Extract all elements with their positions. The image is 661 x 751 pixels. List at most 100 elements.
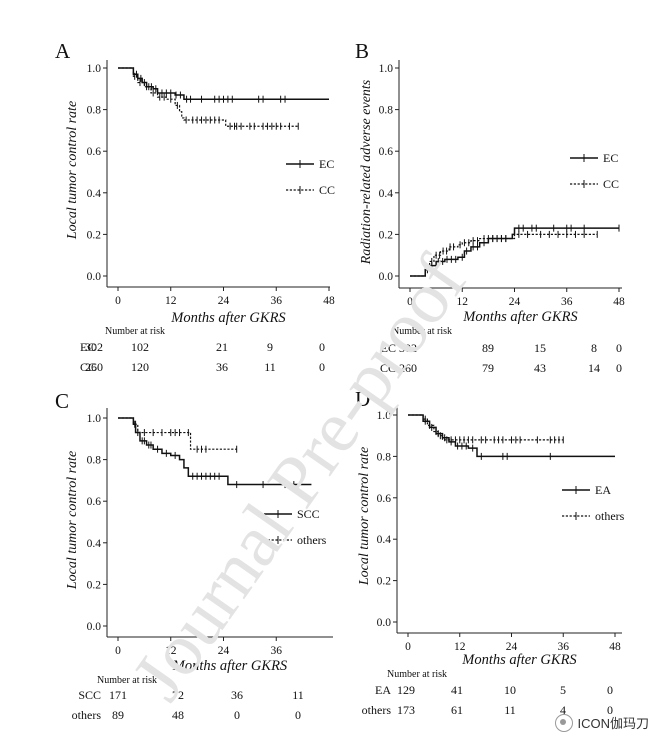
logo-text: ICON伽玛刀 [577, 716, 649, 731]
x-tick-label: 36 [271, 645, 283, 657]
series-line-ec [410, 227, 619, 277]
y-tick-label: 0.8 [379, 105, 394, 117]
risk-value: 0 [295, 708, 301, 722]
risk-value: 102 [131, 340, 149, 354]
y-tick-label: 0.2 [377, 576, 392, 588]
y-tick-label: 0.4 [377, 534, 392, 546]
y-tick-label: 0.6 [87, 146, 102, 158]
risk-row-label: others [362, 703, 392, 717]
risk-value: 11 [264, 360, 276, 374]
y-axis-label: Local tumor control rate [65, 451, 80, 590]
legend-label: EC [603, 151, 618, 165]
x-tick-label: 36 [561, 296, 573, 308]
series-line-ea [408, 414, 615, 458]
y-tick-label: 0.8 [377, 451, 392, 463]
risk-value: 21 [216, 340, 228, 354]
risk-table-title: Number at risk [392, 326, 452, 337]
risk-value: 0 [234, 708, 240, 722]
y-tick-label: 1.0 [87, 413, 102, 425]
y-tick-label: 0.8 [87, 455, 102, 467]
series-line-ec [118, 67, 329, 100]
y-tick-label: 0.2 [87, 229, 102, 241]
risk-value: 120 [131, 360, 149, 374]
risk-row-label: others [72, 708, 102, 722]
x-tick-label: 24 [506, 641, 518, 653]
y-tick-label: 0.6 [87, 496, 102, 508]
risk-value: 0 [616, 361, 622, 375]
risk-value: 302 [85, 340, 103, 354]
y-tick-label: 1.0 [87, 63, 102, 75]
x-tick-label: 12 [165, 295, 177, 307]
x-axis-label: Months after GKRS [461, 652, 577, 668]
panel-letter: B [355, 39, 369, 63]
risk-row-label: EA [375, 683, 391, 697]
risk-value: 72 [172, 688, 184, 702]
series-line-cc [118, 67, 299, 127]
risk-value: 0 [319, 360, 325, 374]
risk-value: 10 [504, 683, 516, 697]
risk-value: 4 [560, 703, 566, 717]
x-tick-label: 12 [454, 641, 466, 653]
risk-row-label: SCC [78, 688, 101, 702]
logo: ICON伽玛刀 [555, 713, 649, 732]
risk-value: 41 [451, 683, 463, 697]
y-tick-label: 0.2 [87, 579, 102, 591]
legend-label: SCC [297, 507, 320, 521]
y-tick-label: 0.0 [377, 617, 392, 629]
x-tick-label: 24 [509, 296, 521, 308]
x-tick-label: 48 [323, 295, 335, 307]
x-tick-label: 0 [115, 295, 121, 307]
risk-value: 61 [451, 703, 463, 717]
panel-b: B 0.0 0.2 0.4 0.6 0.8 1.0 0 12 24 36 48 Radiation-re… [355, 39, 625, 375]
legend-label: others [297, 533, 327, 547]
series-line-cc [410, 233, 598, 277]
x-tick-label: 0 [405, 641, 411, 653]
legend-label: EC [319, 157, 334, 171]
x-tick-label: 12 [165, 645, 177, 657]
y-tick-label: 0.0 [379, 271, 394, 283]
risk-value: 5 [560, 683, 566, 697]
y-axis-label: Local tumor control rate [65, 101, 80, 240]
y-tick-label: 0.0 [87, 271, 102, 283]
series-line-others [118, 417, 237, 450]
risk-value: 89 [112, 708, 124, 722]
panel-a: A 0.0 0.2 0.4 0.6 0.8 1.0 0 12 24 36 48 Local tumor … [55, 39, 335, 374]
x-tick-label: 24 [218, 295, 230, 307]
y-tick-label: 0.4 [87, 188, 102, 200]
risk-row-label: EC [381, 341, 396, 355]
risk-value: 0 [607, 703, 613, 717]
x-tick-label: 0 [115, 645, 121, 657]
risk-row-label: CC [380, 361, 396, 375]
risk-value: 48 [172, 708, 184, 722]
risk-value: 8 [591, 341, 597, 355]
panel-letter: D [355, 387, 370, 411]
y-tick-label: 1.0 [379, 63, 394, 75]
y-axis-label: Radiation-related adverse events [359, 79, 374, 265]
x-tick-label: 24 [218, 645, 230, 657]
panel-c: C 0.0 0.2 0.4 0.6 0.8 1.0 0 12 24 36 Local tumor co… [55, 389, 333, 722]
risk-row-label: EC [80, 340, 95, 354]
panel-letter: A [55, 39, 71, 63]
x-tick-label: 0 [407, 296, 413, 308]
risk-row-label: CC [80, 360, 96, 374]
risk-value: 36 [216, 360, 228, 374]
panel-letter: C [55, 389, 69, 413]
x-axis-label: Months after GKRS [172, 658, 288, 674]
risk-value: 171 [109, 688, 127, 702]
legend-label: others [595, 509, 625, 523]
y-tick-label: 0.4 [87, 538, 102, 550]
x-axis-label: Months after GKRS [170, 310, 286, 326]
y-tick-label: 0.8 [87, 105, 102, 117]
risk-value: 9 [267, 340, 273, 354]
x-tick-label: 48 [613, 296, 625, 308]
wechat-icon [555, 713, 574, 732]
risk-table-title: Number at risk [387, 669, 447, 680]
risk-value: 260 [399, 361, 417, 375]
risk-value: 89 [482, 341, 494, 355]
y-tick-label: 0.6 [379, 146, 394, 158]
legend-label: CC [603, 177, 619, 191]
risk-table-title: Number at risk [105, 326, 165, 337]
risk-value: 15 [534, 341, 546, 355]
